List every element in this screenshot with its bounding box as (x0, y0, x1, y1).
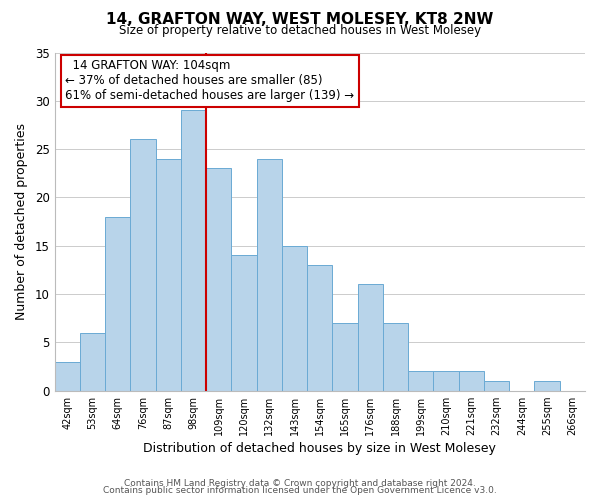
Bar (181, 110, 206, 390)
Bar (484, 381, 509, 390)
Bar (307, 265, 332, 390)
X-axis label: Distribution of detached houses by size in West Molesey: Distribution of detached houses by size … (143, 442, 496, 455)
Bar (232, 256, 257, 390)
Text: 14, GRAFTON WAY, WEST MOLESEY, KT8 2NW: 14, GRAFTON WAY, WEST MOLESEY, KT8 2NW (106, 12, 494, 28)
Bar (155, 159, 181, 390)
Text: 14 GRAFTON WAY: 104sqm  
← 37% of detached houses are smaller (85)
61% of semi-d: 14 GRAFTON WAY: 104sqm ← 37% of detached… (65, 60, 355, 102)
Bar (80, 332, 105, 390)
Bar (282, 246, 307, 390)
Bar (433, 372, 459, 390)
Bar (55, 362, 80, 390)
Bar (459, 372, 484, 390)
Y-axis label: Number of detached properties: Number of detached properties (15, 123, 28, 320)
Bar (358, 284, 383, 391)
Bar (535, 381, 560, 390)
Text: Size of property relative to detached houses in West Molesey: Size of property relative to detached ho… (119, 24, 481, 37)
Text: Contains public sector information licensed under the Open Government Licence v3: Contains public sector information licen… (103, 486, 497, 495)
Bar (257, 159, 282, 390)
Bar (130, 140, 155, 390)
Text: Contains HM Land Registry data © Crown copyright and database right 2024.: Contains HM Land Registry data © Crown c… (124, 478, 476, 488)
Bar (408, 372, 433, 390)
Bar (332, 323, 358, 390)
Bar (206, 168, 232, 390)
Bar (383, 323, 408, 390)
Bar (105, 217, 130, 390)
